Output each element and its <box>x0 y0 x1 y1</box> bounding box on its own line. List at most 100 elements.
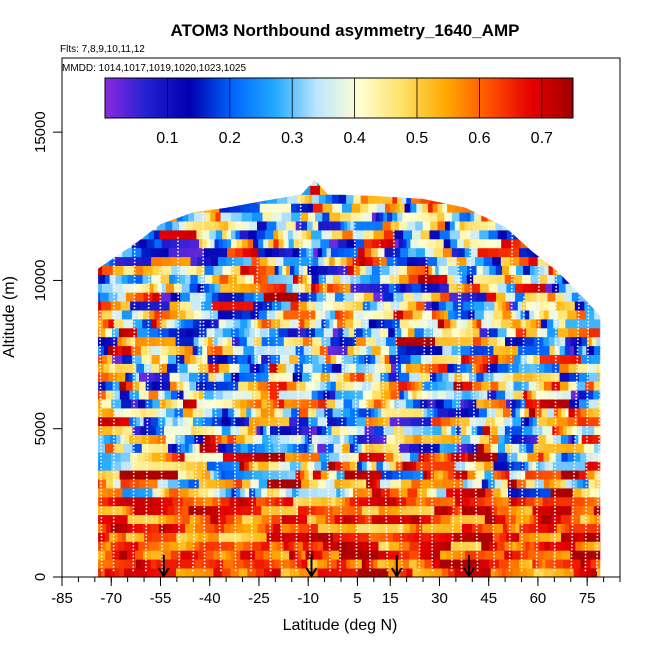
heatmap-cell <box>399 390 405 400</box>
heatmap-cell <box>460 434 471 444</box>
x-tick-label: 30 <box>431 590 448 607</box>
heatmap-cell <box>534 265 540 275</box>
heatmap-cell <box>235 550 241 560</box>
heatmap-cell <box>207 194 217 204</box>
heatmap-cell <box>415 221 424 231</box>
heatmap-cell <box>495 408 504 418</box>
heatmap-cell <box>336 416 347 427</box>
heatmap-cell <box>522 559 527 569</box>
heatmap-cell <box>263 238 269 249</box>
heatmap-cell <box>556 523 562 533</box>
heatmap-cell <box>500 505 509 516</box>
heatmap-cell <box>336 559 347 569</box>
colorbar-swatch <box>368 78 372 118</box>
heatmap-cell <box>435 238 445 249</box>
heatmap-cell <box>117 532 123 542</box>
heatmap-cell <box>329 452 340 462</box>
heatmap-cell <box>371 452 379 462</box>
heatmap-cell <box>369 179 377 186</box>
heatmap-cell <box>406 345 416 355</box>
heatmap-cell <box>565 319 577 329</box>
heatmap-cell <box>524 408 530 418</box>
heatmap-cell <box>219 488 227 498</box>
heatmap-cell <box>587 416 599 427</box>
heatmap-cell <box>401 559 410 569</box>
heatmap-cell <box>593 532 601 542</box>
heatmap-cell <box>532 505 538 516</box>
heatmap-cell <box>461 505 469 516</box>
heatmap-cell <box>185 443 190 453</box>
flight-profile-line <box>468 221 479 572</box>
heatmap-cell <box>307 532 315 542</box>
heatmap-cell <box>392 319 401 329</box>
heatmap-cell <box>267 256 276 266</box>
heatmap-cell <box>435 336 446 347</box>
heatmap-cell <box>334 541 339 551</box>
heatmap-cell <box>371 247 379 258</box>
heatmap-cell <box>170 256 182 266</box>
heatmap-cell <box>598 238 601 249</box>
heatmap-cell <box>230 568 240 577</box>
heatmap-cell <box>559 336 566 347</box>
heatmap-cell <box>350 514 359 524</box>
heatmap-cell <box>498 399 507 409</box>
heatmap-cell <box>534 310 540 320</box>
heatmap-cell <box>595 559 601 569</box>
heatmap-cell <box>445 532 455 542</box>
heatmap-cell <box>410 514 422 524</box>
heatmap-cell <box>301 425 313 435</box>
heatmap-cell <box>130 452 139 462</box>
heatmap-cell <box>563 292 573 302</box>
heatmap-cell <box>447 274 455 284</box>
heatmap-cell <box>592 274 597 284</box>
heatmap-cell <box>222 336 228 347</box>
heatmap-cell <box>258 238 264 249</box>
heatmap-cell <box>241 212 253 222</box>
heatmap-cell <box>127 550 136 560</box>
heatmap-cell <box>430 408 435 418</box>
heatmap-cell <box>586 408 594 418</box>
heatmap-cell <box>329 319 334 329</box>
heatmap-cell <box>594 425 601 435</box>
colorbar-swatch <box>517 78 521 118</box>
heatmap-cell <box>339 336 345 347</box>
heatmap-cell <box>477 247 489 258</box>
heatmap-cell <box>334 221 342 231</box>
heatmap-cell <box>194 523 206 533</box>
heatmap-cell <box>251 354 255 364</box>
colorbar-swatch <box>467 78 472 118</box>
heatmap-cell <box>594 345 601 355</box>
heatmap-cell <box>366 399 375 409</box>
heatmap-cell <box>431 425 443 435</box>
heatmap-cell <box>216 372 225 382</box>
heatmap-cell <box>335 399 345 409</box>
heatmap-cell <box>288 514 295 524</box>
heatmap-cell <box>334 479 343 489</box>
heatmap-cell <box>565 301 571 311</box>
heatmap-cell <box>430 372 437 382</box>
heatmap-cell <box>598 452 601 462</box>
heatmap-cell <box>239 230 249 240</box>
heatmap-cell <box>516 541 522 551</box>
heatmap-cell <box>98 550 99 560</box>
heatmap-cell <box>484 461 495 471</box>
heatmap-cell <box>279 354 290 364</box>
heatmap-cell <box>580 247 585 258</box>
colorbar-swatch <box>435 78 439 118</box>
flight-profile-line <box>392 220 403 572</box>
heatmap-cell <box>185 523 196 533</box>
heatmap-cell <box>549 452 556 462</box>
heatmap-cell <box>607 515 615 524</box>
heatmap-cell <box>247 532 255 542</box>
heatmap-cell <box>347 354 354 364</box>
colorbar-swatch <box>505 78 510 118</box>
heatmap-cell <box>326 247 332 258</box>
heatmap-cell <box>575 185 584 195</box>
heatmap-cell <box>121 345 132 355</box>
heatmap-cell <box>193 390 200 400</box>
colorbar-swatch <box>344 78 349 118</box>
heatmap-cell <box>380 354 386 364</box>
heatmap-cell <box>98 470 107 480</box>
heatmap-cell <box>105 443 115 453</box>
heatmap-cell <box>137 230 144 240</box>
